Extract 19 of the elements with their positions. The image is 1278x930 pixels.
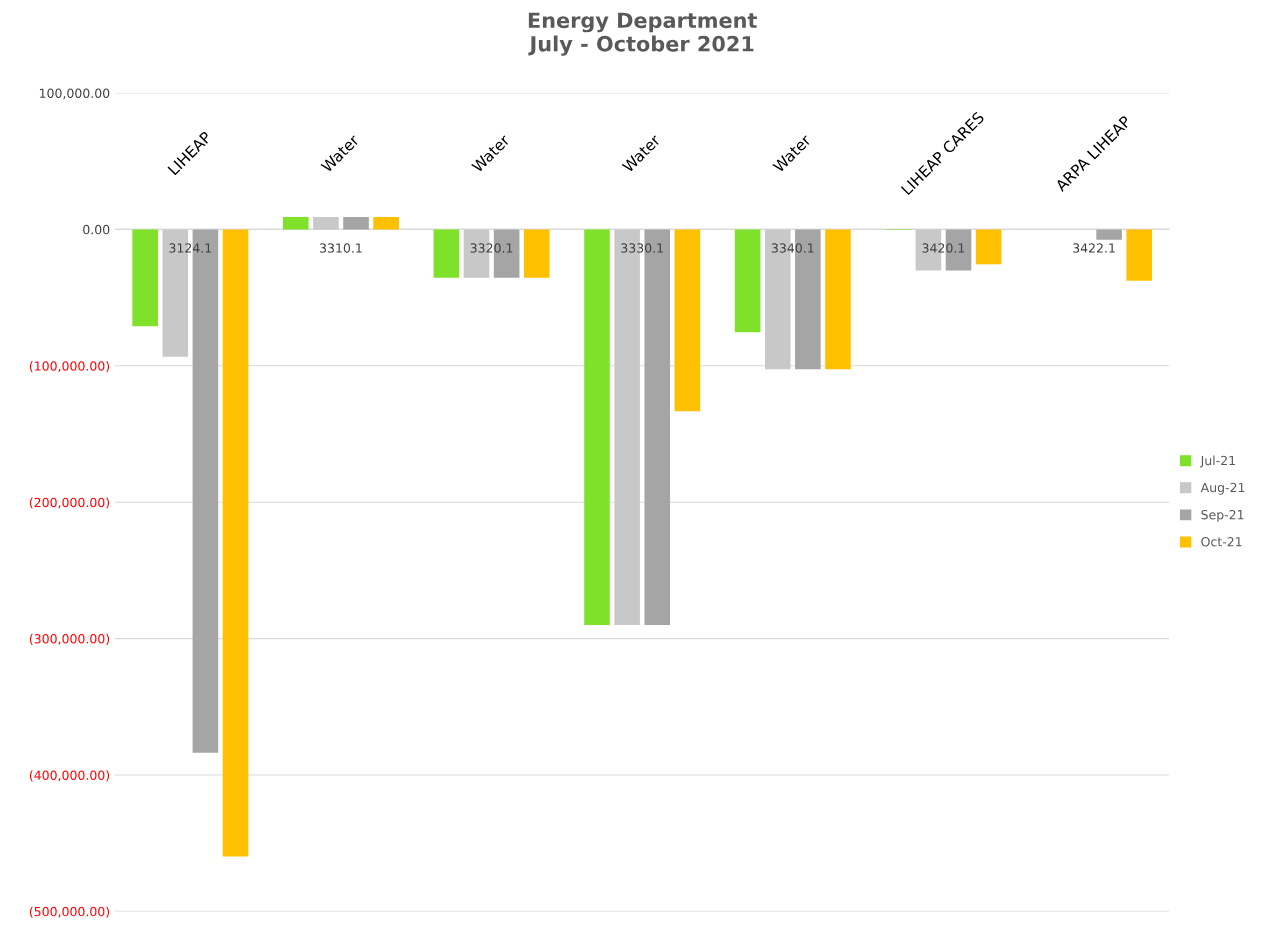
legend-label: Oct-21 [1201, 537, 1242, 547]
x-tick-label: 3320.1 [470, 243, 513, 253]
y-tick-label: (400,000.00) [29, 770, 110, 782]
y-tick-label: (200,000.00) [29, 497, 110, 509]
legend-label: Sep-21 [1201, 509, 1244, 522]
x-tick-label: 3310.1 [320, 243, 362, 253]
y-tick-label: (100,000.00) [29, 361, 110, 373]
x-tick-label: 3330.1 [621, 243, 663, 253]
y-tick-label: (500,000.00) [29, 906, 110, 918]
x-tick-label: 3420.1 [922, 243, 965, 253]
x-tick-label: 3422.1 [1073, 243, 1115, 253]
legend-label: Jul-21 [1199, 455, 1235, 468]
y-tick-label: 0.00 [83, 224, 110, 235]
legend-label: Aug-21 [1200, 482, 1245, 495]
y-tick-label: 100,000.00 [39, 88, 110, 100]
x-tick-label: 3340.1 [771, 243, 814, 253]
chart-title: Energy Department July - October 2021 [528, 12, 757, 56]
x-tick-label: 3124.1 [169, 243, 212, 253]
y-tick-label: (300,000.00) [29, 633, 110, 645]
